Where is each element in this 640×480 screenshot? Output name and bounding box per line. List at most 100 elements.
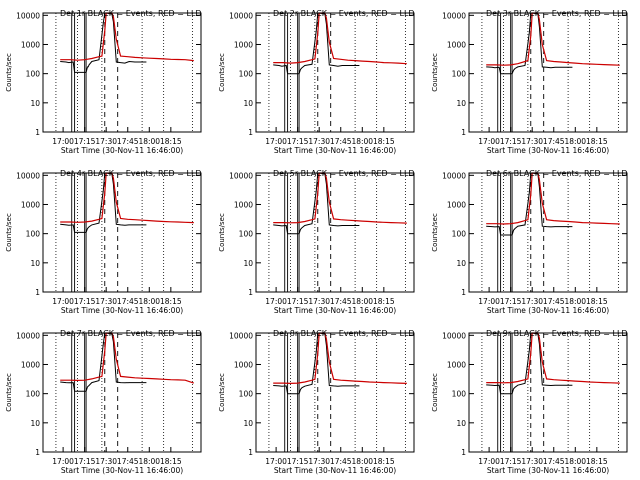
y-tick-label: 10000 (229, 171, 253, 180)
panel-title: Det 1r BLACK = Events, RED = LLD (60, 9, 202, 18)
y-tick-label: 1000 (21, 360, 40, 369)
x-tick-label: 17:00 (52, 297, 74, 306)
detector-panel: 1 10 100 1000 10000 17:00 17:15 17:30 17:45 18:00… (5, 329, 202, 475)
y-tick-label: 10 (456, 259, 466, 268)
y-tick-label: 10 (456, 99, 466, 108)
y-tick-label: 100 (239, 230, 254, 239)
x-tick-label: 18:15 (160, 297, 182, 306)
x-tick-label: 18:00 (138, 457, 160, 466)
panel-title: Det 8r BLACK = Events, RED = LLD (273, 329, 415, 338)
y-tick-label: 10 (243, 259, 253, 268)
x-tick-label: 17:30 (521, 297, 543, 306)
x-tick-label: 17:00 (265, 297, 287, 306)
x-tick-label: 17:15 (74, 297, 96, 306)
x-tick-label: 18:00 (138, 297, 160, 306)
panel-title: Det 6r BLACK = Events, RED = LLD (486, 169, 628, 178)
y-axis-label: Counts/sec (5, 53, 13, 92)
y-tick-label: 10000 (16, 331, 40, 340)
y-tick-label: 10 (30, 99, 40, 108)
plot-frame (468, 332, 628, 453)
detector-panel: 1 10 100 1000 10000 17:00 17:15 17:30 17:45 18:00… (431, 9, 628, 155)
x-tick-label: 18:15 (373, 457, 395, 466)
events-series-line (486, 332, 573, 395)
x-tick-label: 17:45 (330, 297, 352, 306)
lld-series-line (273, 12, 407, 65)
y-tick-label: 10 (30, 419, 40, 428)
y-tick-label: 10000 (229, 11, 253, 20)
y-tick-label: 1 (461, 128, 466, 137)
y-tick-label: 1000 (234, 40, 253, 49)
panel-title: Det 4r BLACK = Events, RED = LLD (60, 169, 202, 178)
x-tick-label: 17:45 (330, 137, 352, 146)
detector-panel: 1 10 100 1000 10000 17:00 17:15 17:30 17:45 18:00… (218, 169, 415, 315)
y-tick-label: 1 (35, 448, 40, 457)
x-axis-label: Start Time (30-Nov-11 16:46:00) (61, 146, 183, 155)
y-tick-label: 1000 (447, 200, 466, 209)
x-tick-label: 18:15 (160, 457, 182, 466)
detector-panel: 1 10 100 1000 10000 17:00 17:15 17:30 17:45 18:00… (431, 169, 628, 315)
x-tick-label: 17:45 (117, 457, 139, 466)
events-series-line (60, 12, 147, 73)
plot-frame (42, 172, 202, 293)
y-tick-label: 10000 (229, 331, 253, 340)
y-axis-label: Counts/sec (218, 213, 226, 252)
lld-series-line (486, 172, 620, 225)
detector-panel: 1 10 100 1000 10000 17:00 17:15 17:30 17:45 18:00… (431, 329, 628, 475)
x-tick-label: 17:00 (265, 457, 287, 466)
detector-panel: 1 10 100 1000 10000 17:00 17:15 17:30 17:45 18:00… (218, 9, 415, 155)
x-tick-label: 17:15 (500, 457, 522, 466)
panel-title: Det 9r BLACK = Events, RED = LLD (486, 329, 628, 338)
x-tick-label: 17:45 (330, 457, 352, 466)
events-series-line (486, 172, 573, 236)
y-tick-label: 1000 (234, 360, 253, 369)
x-tick-label: 17:30 (308, 457, 330, 466)
y-axis-label: Counts/sec (431, 213, 439, 252)
lld-series-line (486, 12, 620, 66)
y-tick-label: 100 (452, 70, 467, 79)
x-tick-label: 17:30 (95, 137, 117, 146)
x-tick-label: 18:00 (351, 137, 373, 146)
x-tick-label: 17:15 (287, 457, 309, 466)
y-axis-label: Counts/sec (431, 373, 439, 412)
lld-series-line (60, 332, 194, 384)
x-tick-label: 17:00 (478, 297, 500, 306)
y-tick-label: 10000 (16, 171, 40, 180)
y-tick-label: 10000 (442, 171, 466, 180)
x-tick-label: 17:15 (500, 297, 522, 306)
y-tick-label: 1 (248, 288, 253, 297)
events-series-line (60, 332, 147, 392)
x-tick-label: 18:15 (586, 137, 608, 146)
x-tick-label: 17:45 (117, 297, 139, 306)
x-tick-label: 17:15 (74, 137, 96, 146)
plot-frame (468, 12, 628, 133)
y-axis-label: Counts/sec (5, 373, 13, 412)
lld-series-line (486, 332, 620, 384)
y-tick-label: 100 (452, 230, 467, 239)
y-tick-label: 10 (30, 259, 40, 268)
x-tick-label: 17:00 (265, 137, 287, 146)
y-tick-label: 1000 (21, 200, 40, 209)
y-tick-label: 10 (456, 419, 466, 428)
x-tick-label: 17:00 (52, 457, 74, 466)
y-tick-label: 10000 (442, 11, 466, 20)
x-tick-label: 17:30 (95, 457, 117, 466)
events-series-line (273, 12, 360, 75)
plot-frame (255, 332, 415, 453)
lld-series-line (273, 332, 407, 385)
x-tick-label: 18:15 (586, 457, 608, 466)
x-tick-label: 18:00 (564, 297, 586, 306)
x-tick-label: 18:15 (586, 297, 608, 306)
x-tick-label: 18:00 (564, 457, 586, 466)
x-axis-label: Start Time (30-Nov-11 16:46:00) (61, 306, 183, 315)
x-axis-label: Start Time (30-Nov-11 16:46:00) (487, 306, 609, 315)
y-tick-label: 100 (239, 70, 254, 79)
x-axis-label: Start Time (30-Nov-11 16:46:00) (487, 466, 609, 475)
y-tick-label: 100 (26, 390, 41, 399)
y-tick-label: 1000 (447, 360, 466, 369)
y-tick-label: 1 (35, 288, 40, 297)
x-tick-label: 17:45 (543, 137, 565, 146)
panel-title: Det 3r BLACK = Events, RED = LLD (486, 9, 628, 18)
y-tick-label: 1 (248, 128, 253, 137)
events-series-line (273, 172, 360, 235)
